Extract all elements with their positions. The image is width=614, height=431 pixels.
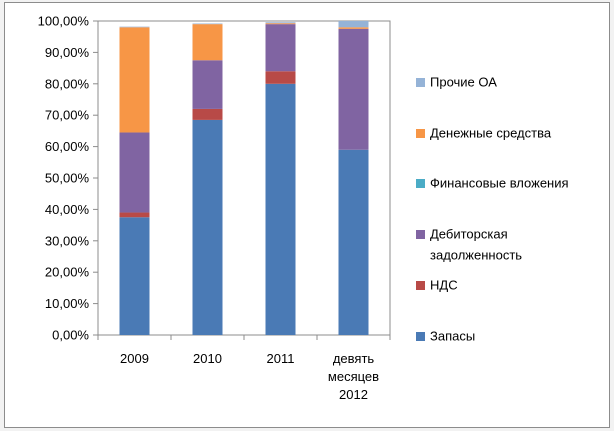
- bar-segment: [192, 119, 223, 335]
- bar-segment: [265, 22, 296, 24]
- bar-segment: [119, 212, 150, 218]
- x-category-label: 2012: [339, 387, 368, 402]
- y-tick-label: 30,00%: [45, 233, 90, 248]
- legend-label: Дебиторская: [430, 227, 508, 242]
- bar-segment: [338, 149, 369, 335]
- x-category-label: 2009: [120, 351, 149, 366]
- y-tick-label: 50,00%: [45, 171, 90, 186]
- x-axis: 2009 2010 2011 девять месяцев 2012: [97, 335, 391, 402]
- bars: [119, 21, 369, 335]
- bar-segment: [119, 26, 150, 28]
- legend: Прочие ОА Денежные средства Финансовые вло…: [416, 75, 569, 344]
- chart-frame: 0,00% 10,00% 20,00% 30,00% 40,00% 50,00% 60,00…: [4, 2, 610, 428]
- y-tick-label: 10,00%: [45, 296, 90, 311]
- y-tick-label: 60,00%: [45, 139, 90, 154]
- y-tick-label: 90,00%: [45, 45, 90, 60]
- bar-segment: [119, 217, 150, 335]
- legend-swatch: [416, 332, 425, 341]
- bar-segment: [265, 71, 296, 84]
- y-tick-label: 0,00%: [52, 328, 89, 343]
- bar-segment: [265, 24, 296, 72]
- x-category-label: 2010: [193, 351, 222, 366]
- y-tick-label: 70,00%: [45, 108, 90, 123]
- y-tick-label: 80,00%: [45, 76, 90, 91]
- legend-swatch: [416, 179, 425, 188]
- bar-segment: [265, 23, 296, 25]
- x-category-label: 2011: [267, 351, 295, 366]
- legend-swatch: [416, 281, 425, 290]
- bar-segment: [119, 132, 150, 213]
- bar-segment: [338, 27, 369, 29]
- legend-label: НДС: [430, 278, 458, 293]
- legend-swatch: [416, 230, 425, 239]
- bar-segment: [192, 23, 223, 25]
- legend-label: Запасы: [430, 329, 475, 344]
- bar-segment: [338, 28, 369, 150]
- legend-label: Прочие ОА: [430, 75, 497, 90]
- bar-segment: [192, 108, 223, 120]
- bar-segment: [192, 24, 223, 61]
- legend-swatch: [416, 78, 425, 87]
- legend-label: задолженность: [430, 248, 522, 263]
- bar-segment: [338, 21, 369, 28]
- y-tick-label: 100,00%: [38, 14, 90, 29]
- x-category-label: девять: [333, 351, 375, 366]
- legend-label: Финансовые вложения: [430, 176, 569, 191]
- x-category-label: месяцев: [328, 369, 379, 384]
- bar-segment: [192, 60, 223, 109]
- legend-swatch: [416, 129, 425, 138]
- legend-label: Денежные средства: [430, 126, 552, 141]
- y-tick-label: 40,00%: [45, 202, 90, 217]
- bar-segment: [265, 83, 296, 335]
- stacked-bar-chart: 0,00% 10,00% 20,00% 30,00% 40,00% 50,00% 60,00…: [38, 14, 569, 403]
- y-axis: 0,00% 10,00% 20,00% 30,00% 40,00% 50,00% 60,00…: [38, 14, 391, 343]
- bar-segment: [119, 27, 150, 133]
- y-tick-label: 20,00%: [45, 265, 90, 280]
